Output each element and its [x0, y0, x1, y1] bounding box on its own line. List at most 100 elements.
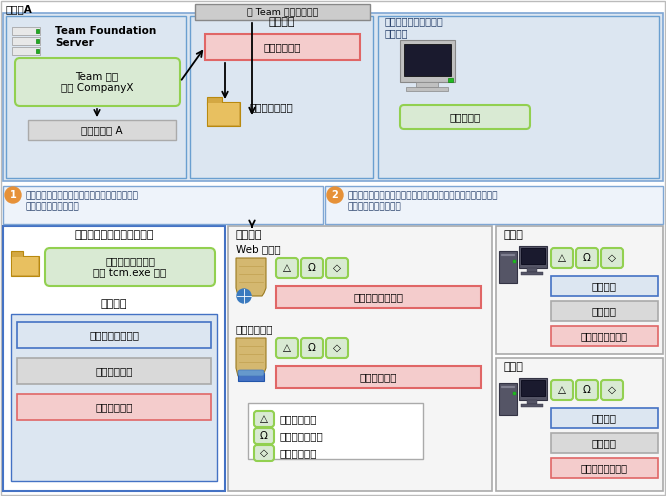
Text: 組建定義：實驗室預設範本: 組建定義：實驗室預設範本: [74, 230, 154, 240]
FancyBboxPatch shape: [326, 338, 348, 358]
FancyBboxPatch shape: [254, 445, 274, 461]
FancyBboxPatch shape: [513, 392, 516, 395]
Text: 資料庫伺服器: 資料庫伺服器: [236, 324, 274, 334]
FancyBboxPatch shape: [195, 4, 370, 20]
FancyBboxPatch shape: [496, 226, 663, 354]
Text: 執行測試: 執行測試: [591, 281, 617, 291]
FancyBboxPatch shape: [205, 34, 360, 60]
Text: ◇: ◇: [333, 263, 341, 273]
FancyBboxPatch shape: [496, 358, 663, 491]
Text: Team 專案
集合 CompanyX: Team 專案 集合 CompanyX: [61, 71, 133, 93]
FancyBboxPatch shape: [3, 186, 323, 224]
Circle shape: [327, 187, 343, 203]
Text: 測試控制器: 測試控制器: [450, 112, 481, 122]
FancyBboxPatch shape: [15, 58, 180, 106]
FancyBboxPatch shape: [551, 248, 573, 268]
FancyBboxPatch shape: [378, 16, 659, 178]
Text: Ω: Ω: [583, 385, 591, 395]
FancyBboxPatch shape: [551, 301, 658, 321]
Text: 使用實驗室範本和工作流程功能，將應用程式從置放資料夾部署
到虛擬環境中的電腦。: 使用實驗室範本和工作流程功能，將應用程式從置放資料夾部署 到虛擬環境中的電腦。: [347, 191, 498, 211]
FancyBboxPatch shape: [448, 78, 453, 82]
Text: 用戶端: 用戶端: [504, 362, 524, 372]
FancyBboxPatch shape: [207, 102, 240, 126]
FancyBboxPatch shape: [11, 256, 39, 276]
Circle shape: [5, 187, 21, 203]
FancyBboxPatch shape: [276, 366, 481, 388]
FancyBboxPatch shape: [12, 47, 40, 55]
FancyBboxPatch shape: [499, 251, 517, 283]
Text: 在何處執行測試？: 在何處執行測試？: [89, 330, 139, 340]
FancyBboxPatch shape: [36, 39, 39, 43]
FancyBboxPatch shape: [551, 408, 658, 428]
FancyBboxPatch shape: [36, 29, 39, 33]
Text: 測試代理程式: 測試代理程式: [279, 414, 316, 424]
FancyBboxPatch shape: [276, 286, 481, 308]
FancyBboxPatch shape: [6, 16, 186, 178]
FancyBboxPatch shape: [406, 87, 448, 91]
FancyBboxPatch shape: [499, 383, 517, 415]
FancyBboxPatch shape: [519, 246, 547, 268]
FancyBboxPatch shape: [276, 338, 298, 358]
FancyBboxPatch shape: [12, 257, 38, 275]
Text: 組建置放資料夾: 組建置放資料夾: [249, 102, 293, 112]
FancyBboxPatch shape: [400, 105, 530, 129]
FancyBboxPatch shape: [501, 386, 515, 388]
FancyBboxPatch shape: [3, 226, 225, 491]
FancyBboxPatch shape: [208, 103, 239, 125]
FancyBboxPatch shape: [551, 276, 658, 296]
FancyBboxPatch shape: [551, 380, 573, 400]
FancyBboxPatch shape: [527, 268, 537, 272]
FancyBboxPatch shape: [12, 27, 40, 35]
Text: 影響系統嗎？: 影響系統嗎？: [95, 366, 133, 376]
FancyBboxPatch shape: [17, 322, 211, 348]
Text: 測試設定: 測試設定: [101, 299, 127, 309]
Text: 自動化測試套件：
使用 tcm.exe 執行: 自動化測試套件： 使用 tcm.exe 執行: [93, 256, 166, 278]
Text: Ω: Ω: [308, 263, 316, 273]
Text: Ω: Ω: [308, 343, 316, 353]
Text: △: △: [558, 385, 566, 395]
FancyBboxPatch shape: [601, 248, 623, 268]
FancyBboxPatch shape: [36, 49, 39, 53]
FancyBboxPatch shape: [301, 338, 323, 358]
Text: △: △: [260, 414, 268, 424]
Text: 收集診斷追蹤資訊: 收集診斷追蹤資訊: [353, 292, 403, 302]
FancyBboxPatch shape: [576, 248, 598, 268]
Circle shape: [237, 289, 251, 303]
Text: 組建控制器 A: 組建控制器 A: [81, 125, 123, 135]
FancyBboxPatch shape: [301, 258, 323, 278]
FancyBboxPatch shape: [513, 260, 516, 263]
Text: 收集資料嗎？: 收集資料嗎？: [95, 402, 133, 412]
Text: 實驗室代理程式: 實驗室代理程式: [279, 431, 323, 441]
FancyBboxPatch shape: [45, 248, 215, 286]
FancyBboxPatch shape: [521, 380, 545, 396]
Text: Web 伺服器: Web 伺服器: [236, 244, 280, 254]
Text: 組建代理程式: 組建代理程式: [263, 42, 301, 52]
FancyBboxPatch shape: [254, 411, 274, 427]
Text: ◇: ◇: [260, 448, 268, 458]
FancyBboxPatch shape: [519, 378, 547, 400]
Text: 收集測試影響資料: 收集測試影響資料: [581, 331, 627, 341]
Text: Ω: Ω: [583, 253, 591, 263]
Text: 收集測試影響資料: 收集測試影響資料: [581, 463, 627, 473]
FancyBboxPatch shape: [28, 120, 176, 140]
FancyBboxPatch shape: [12, 37, 40, 45]
Text: ◇: ◇: [608, 253, 616, 263]
Text: 執行測試: 執行測試: [591, 413, 617, 423]
FancyBboxPatch shape: [326, 258, 348, 278]
FancyBboxPatch shape: [254, 428, 274, 444]
Text: 1: 1: [9, 190, 17, 200]
FancyBboxPatch shape: [276, 258, 298, 278]
Text: △: △: [283, 343, 291, 353]
Polygon shape: [236, 258, 266, 296]
FancyBboxPatch shape: [248, 403, 423, 459]
FancyBboxPatch shape: [325, 186, 663, 224]
FancyBboxPatch shape: [238, 373, 264, 381]
FancyBboxPatch shape: [601, 380, 623, 400]
FancyBboxPatch shape: [404, 44, 451, 76]
Text: 網路模擬: 網路模擬: [591, 438, 617, 448]
Text: 收集系統資訊: 收集系統資訊: [359, 372, 397, 382]
FancyBboxPatch shape: [527, 400, 537, 404]
FancyBboxPatch shape: [551, 433, 658, 453]
FancyBboxPatch shape: [521, 272, 543, 275]
FancyBboxPatch shape: [17, 394, 211, 420]
